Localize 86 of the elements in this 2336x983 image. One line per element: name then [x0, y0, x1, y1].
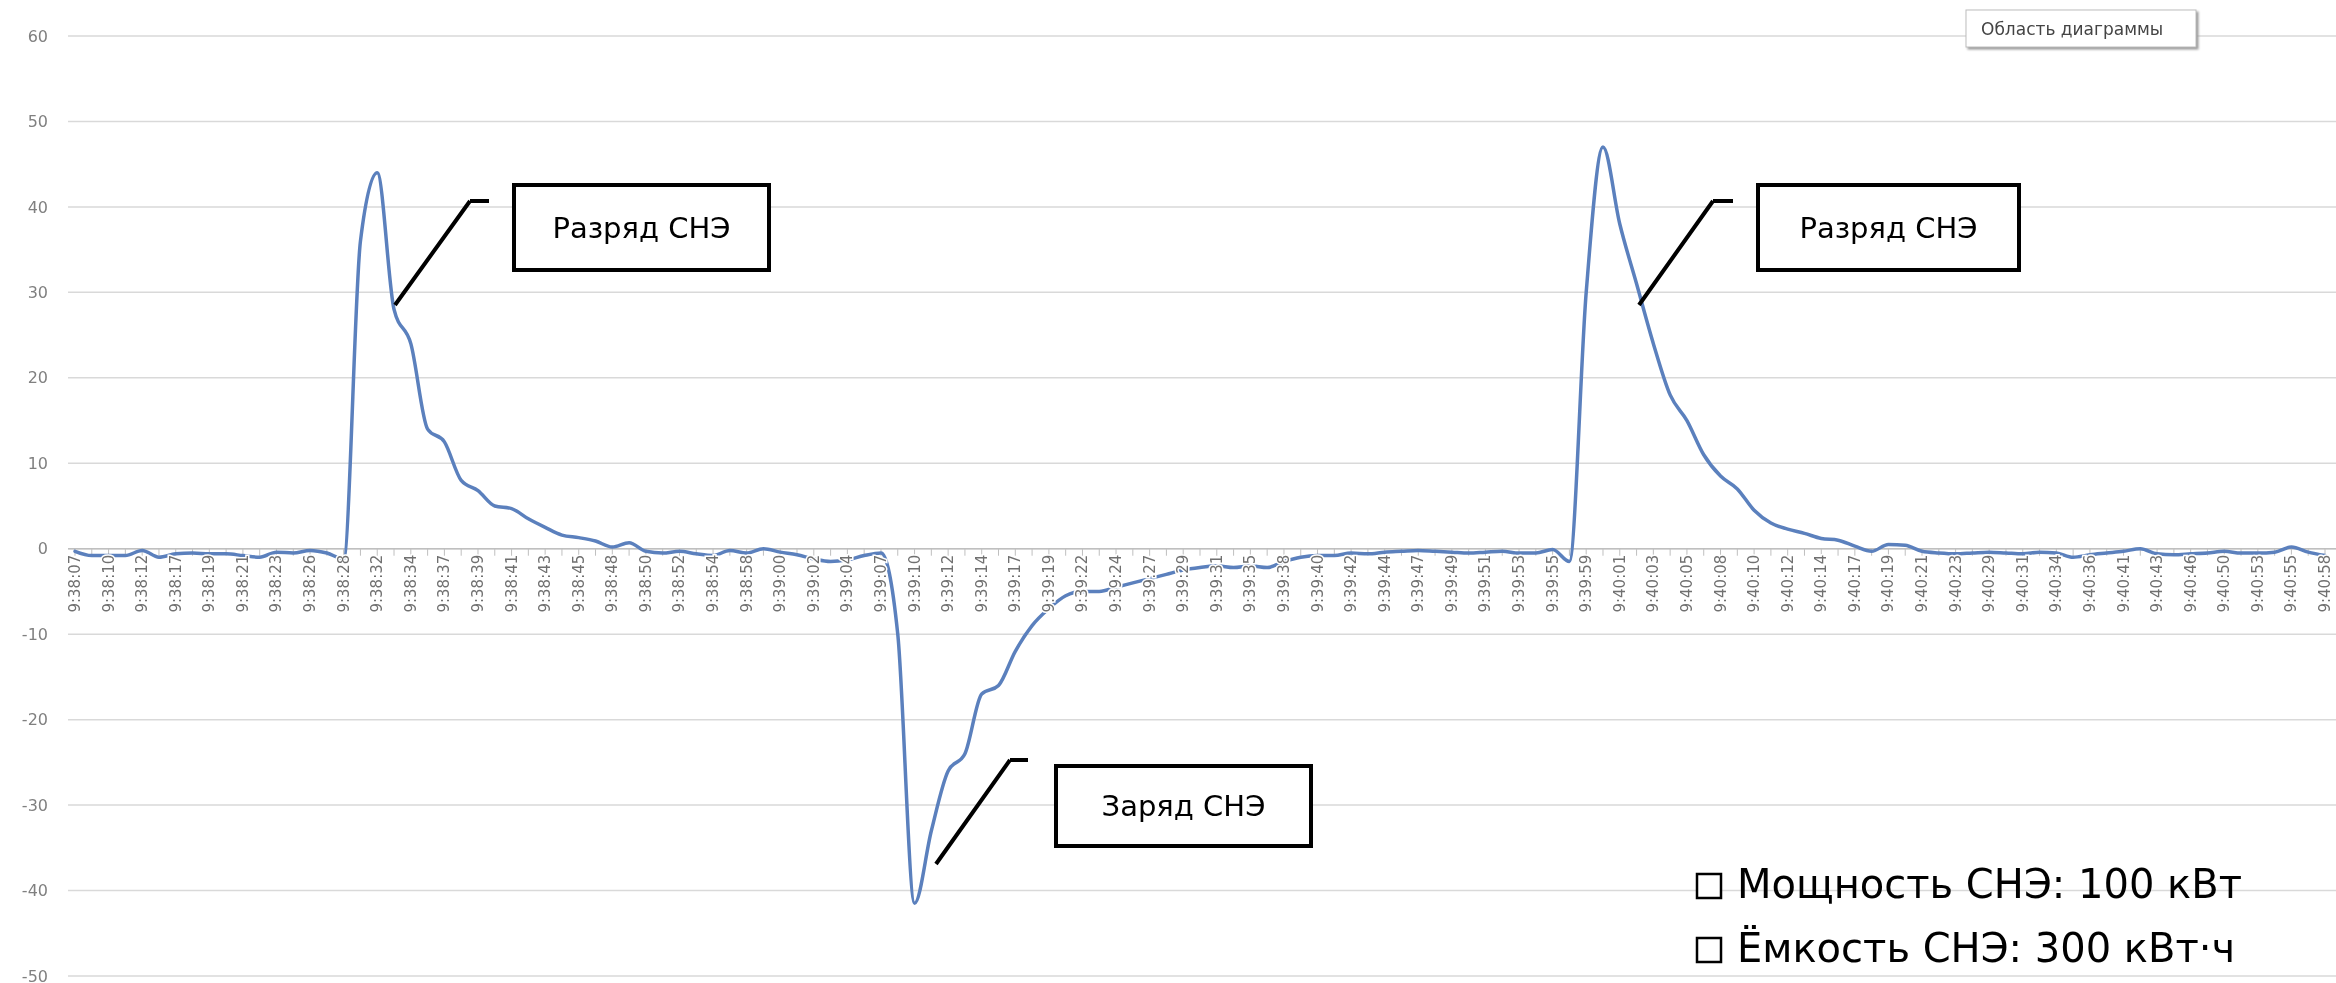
x-tick-label: 9:39:49 [1442, 554, 1461, 613]
x-tick-label: 9:40:43 [2148, 554, 2167, 613]
x-tick-label: 9:40:58 [2316, 554, 2334, 613]
x-tick-label: 9:39:02 [804, 554, 823, 613]
x-tick-label: 9:39:31 [1207, 554, 1226, 613]
x-tick-label: 9:38:17 [166, 554, 185, 613]
x-tick-label: 9:39:59 [1577, 554, 1596, 613]
y-tick-label: -30 [21, 795, 48, 815]
annotation: Разряд СНЭ [1799, 210, 1978, 245]
x-tick-label: 9:39:55 [1543, 554, 1562, 613]
x-tick-label: 9:39:07 [871, 554, 890, 613]
x-tick-label: 9:40:41 [2114, 554, 2133, 613]
x-tick-label: 9:40:29 [1980, 554, 1999, 613]
x-tick-label: 9:38:28 [334, 554, 353, 613]
x-tick-label: 9:40:36 [2080, 554, 2099, 613]
x-tick-label: 9:38:34 [401, 554, 420, 613]
x-tick-label: 9:40:10 [1745, 554, 1764, 613]
x-tick-label: 9:40:17 [1845, 554, 1864, 613]
y-tick-label: 50 [27, 112, 48, 132]
x-tick-label: 9:38:48 [603, 554, 622, 613]
x-tick-label: 9:39:35 [1241, 554, 1260, 613]
x-tick-label: 9:39:17 [1006, 554, 1025, 613]
x-tick-label: 9:40:34 [2047, 554, 2066, 613]
x-tick-label: 9:38:26 [301, 554, 320, 613]
y-tick-label: 40 [27, 197, 48, 217]
x-tick-label: 9:38:39 [468, 554, 487, 613]
x-tick-label: 9:39:51 [1476, 554, 1495, 613]
x-tick-label: 9:38:32 [368, 554, 387, 613]
x-tick-label: 9:40:50 [2215, 554, 2234, 613]
x-tick-label: 9:39:29 [1174, 554, 1193, 613]
x-tick-label: 9:38:58 [737, 554, 756, 613]
x-tick-label: 9:40:14 [1812, 554, 1831, 613]
x-tick-label: 9:40:31 [2013, 554, 2032, 613]
x-tick-label: 9:38:50 [636, 554, 655, 613]
x-tick-label: 9:38:45 [569, 554, 588, 613]
y-tick-label: -20 [21, 710, 48, 730]
x-tick-label: 9:39:40 [1308, 554, 1327, 613]
x-tick-label: 9:38:21 [233, 554, 252, 613]
x-tick-label: 9:39:44 [1375, 554, 1394, 613]
x-tick-label: 9:40:08 [1711, 554, 1730, 613]
x-tick-label: 9:39:27 [1140, 554, 1159, 613]
annotation: Мощность СНЭ: 100 кВт [1737, 861, 2242, 907]
annotation: Область диаграммы [1981, 18, 2164, 39]
x-tick-label: 9:40:23 [1946, 554, 1965, 613]
x-tick-label: 9:40:53 [2248, 554, 2267, 613]
x-tick-label: 9:39:24 [1107, 554, 1126, 613]
x-tick-label: 9:38:19 [200, 554, 219, 613]
x-tick-label: 9:40:19 [1879, 554, 1898, 613]
x-tick-label: 9:39:38 [1274, 554, 1293, 613]
x-tick-label: 9:38:37 [435, 554, 454, 613]
x-tick-label: 9:39:22 [1073, 554, 1092, 613]
x-tick-label: 9:39:47 [1409, 554, 1428, 613]
x-tick-label: 9:38:12 [133, 554, 152, 613]
y-tick-label: -50 [21, 966, 48, 983]
x-tick-label: 9:40:05 [1677, 554, 1696, 613]
x-tick-label: 9:39:14 [972, 554, 991, 613]
x-tick-label: 9:38:52 [670, 554, 689, 613]
y-tick-label: 0 [37, 539, 48, 559]
annotation: Разряд СНЭ [552, 210, 731, 245]
x-tick-label: 9:40:12 [1778, 554, 1797, 613]
x-tick-label: 9:38:07 [66, 554, 84, 613]
x-tick-label: 9:38:10 [99, 554, 118, 613]
x-tick-label: 9:39:12 [939, 554, 958, 613]
y-tick-label: -10 [21, 624, 48, 644]
x-tick-label: 9:40:55 [2282, 554, 2301, 613]
x-tick-label: 9:40:21 [1913, 554, 1932, 613]
x-tick-label: 9:39:04 [838, 554, 857, 613]
x-tick-label: 9:39:42 [1342, 554, 1361, 613]
y-tick-label: 30 [27, 282, 48, 302]
x-tick-label: 9:40:03 [1644, 554, 1663, 613]
y-tick-label: 10 [27, 453, 48, 473]
x-tick-label: 9:38:23 [267, 554, 286, 613]
y-tick-label: -40 [21, 881, 48, 901]
x-tick-label: 9:39:53 [1510, 554, 1529, 613]
x-tick-label: 9:38:43 [536, 554, 555, 613]
x-tick-label: 9:39:00 [771, 554, 790, 613]
x-tick-label: 9:39:10 [905, 554, 924, 613]
x-tick-label: 9:38:54 [704, 554, 723, 613]
x-tick-label: 9:40:46 [2181, 554, 2200, 613]
x-tick-label: 9:38:41 [502, 554, 521, 613]
annotation: Заряд СНЭ [1101, 789, 1266, 824]
x-tick-label: 9:40:01 [1610, 554, 1629, 613]
annotation: Ёмкость СНЭ: 300 кВт·ч [1737, 924, 2236, 971]
x-tick-label: 9:39:19 [1039, 554, 1058, 613]
y-tick-label: 60 [27, 26, 48, 46]
y-tick-label: 20 [27, 368, 48, 388]
